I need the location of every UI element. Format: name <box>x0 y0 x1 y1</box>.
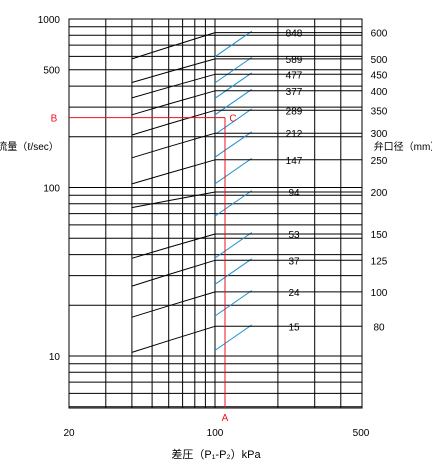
series-curve <box>131 32 216 60</box>
x-tick-label: 500 <box>353 428 370 439</box>
series-cv-label: 589 <box>286 55 303 66</box>
series-curve <box>131 109 216 136</box>
series-size-label: 400 <box>371 87 388 98</box>
series-extension <box>214 30 253 58</box>
series-size-label: 350 <box>371 106 388 117</box>
series-curve <box>131 325 216 353</box>
series-cv-label: 53 <box>288 230 300 241</box>
series-extensions <box>214 30 253 351</box>
series-extension <box>214 190 253 217</box>
x-tick-label: 100 <box>207 428 224 439</box>
series-size-label: 250 <box>371 156 388 167</box>
annotation-a: A <box>222 413 229 424</box>
series-curve <box>131 291 216 318</box>
series-size-label: 200 <box>371 188 388 199</box>
series-size-label: 600 <box>371 29 388 40</box>
series-cv-label: 37 <box>288 256 300 267</box>
guide-lines <box>69 117 226 408</box>
series-size-label: 300 <box>371 129 388 140</box>
series-cv-label: 289 <box>286 106 303 117</box>
series-cv-label: 15 <box>288 322 300 333</box>
series-size-label: 100 <box>371 288 388 299</box>
series-size-label: 150 <box>371 230 388 241</box>
series-curve <box>131 159 216 185</box>
series-extension <box>214 131 253 158</box>
series-cv-label: 848 <box>286 29 303 40</box>
x-tick-label: 20 <box>63 428 75 439</box>
series-curve <box>131 58 216 83</box>
series-size-label: 125 <box>371 256 388 267</box>
series-extension <box>214 258 253 285</box>
series-extension <box>214 290 253 317</box>
series-extension <box>214 324 253 351</box>
labels: 848 600 589 500 477 450 377 400 289 350 212 300 147 2… <box>0 15 432 439</box>
series-cv-label: 147 <box>286 156 303 167</box>
series-extension <box>214 232 253 259</box>
series-curve <box>131 132 216 159</box>
annotation-b: B <box>51 114 58 125</box>
series-extension <box>214 88 253 116</box>
series-extension <box>214 157 253 185</box>
series-extension <box>214 72 253 99</box>
series-cv-label: 24 <box>288 288 300 299</box>
series-extension <box>214 56 253 84</box>
series-curve <box>131 259 216 287</box>
y-tick-label: 1000 <box>38 15 61 26</box>
series-cv-label: 477 <box>286 70 303 81</box>
y-tick-label: 100 <box>43 184 60 195</box>
series-size-label: 500 <box>371 55 388 66</box>
y-tick-label: 500 <box>43 66 60 77</box>
series-curve <box>131 233 216 259</box>
series-extension <box>214 108 253 135</box>
series-size-label: 80 <box>373 322 385 333</box>
x-axis-label: 差圧（P₁-P₂）kPa <box>171 447 261 461</box>
right-axis-label: 弁口径（mm） <box>374 140 432 153</box>
series-cv-label: 377 <box>286 87 303 98</box>
series-leaders <box>215 32 362 327</box>
series-cv-label: 212 <box>286 129 303 140</box>
y-axis-label: 流量（ℓ/sec） <box>0 140 59 153</box>
series-cv-label: 94 <box>288 188 300 199</box>
annotation-c: C <box>229 114 236 125</box>
series-curve <box>131 73 216 99</box>
series-size-label: 450 <box>371 70 388 81</box>
y-tick-label: 10 <box>49 352 61 363</box>
series-curve <box>131 90 216 116</box>
series-curves <box>131 32 216 353</box>
series-curve <box>131 191 216 209</box>
